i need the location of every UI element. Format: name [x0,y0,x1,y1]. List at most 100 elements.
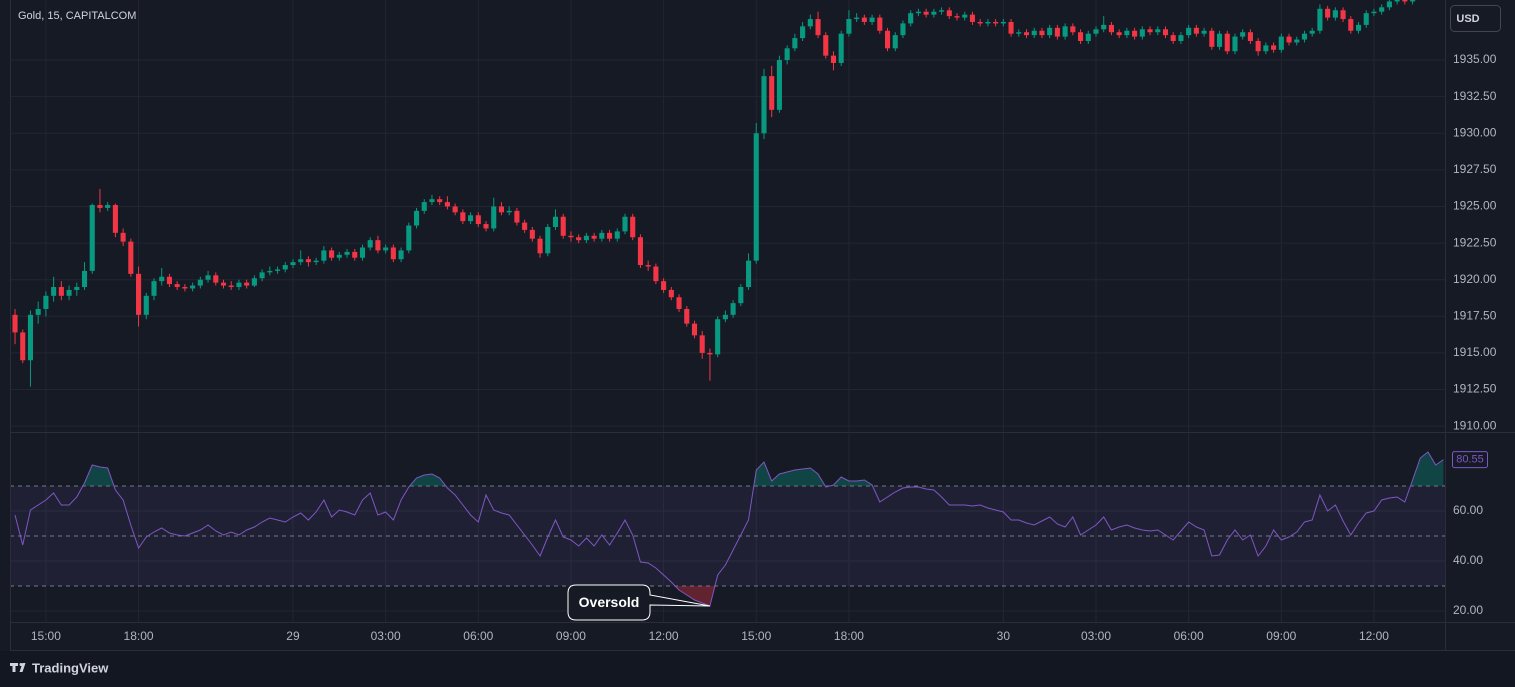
x-tick-label: 15:00 [741,629,771,643]
candle-body [630,216,636,238]
candle-body [552,216,559,227]
candle-body [1085,33,1091,42]
candle-body [684,308,690,324]
candle-body [1355,24,1362,31]
y-tick-label: 1930.00 [1453,125,1497,139]
currency-button[interactable] [1450,5,1501,32]
candle-body [761,76,767,134]
x-tick-label: 12:00 [649,629,679,643]
candle-body [877,17,883,31]
candle-body [854,17,860,20]
candle-body [614,231,620,239]
candle-body [985,21,991,24]
candle-body [954,16,960,18]
candle-body [977,21,983,24]
x-tick-label: 03:00 [371,629,401,643]
candle-body [691,323,698,336]
x-tick-label: 12:00 [1359,629,1389,643]
candle-body [607,232,613,239]
candle-body [537,238,543,254]
candle-body [35,308,41,315]
price-pane [12,0,1416,387]
candle-body [838,33,844,63]
candle-body [939,10,945,12]
candle-body [475,215,481,225]
candle-body [12,314,18,333]
candle-body [1155,29,1161,33]
annotation-callout [567,584,711,621]
candle-body [707,352,713,355]
candle-body [367,240,373,248]
candle-body [1232,36,1238,52]
candle-body [545,226,551,254]
candle-body [58,287,64,296]
candle-body [1023,32,1030,36]
axes: 15:00 18:00 29 03:00 06:00 09:00 12:00 15:00 18:… [31,52,1497,643]
candle-body [483,224,489,229]
y-tick-label: 1935.00 [1453,52,1497,66]
candle-body [20,332,26,361]
candle-body [352,251,358,258]
candle-body [1348,19,1354,31]
candle-body [81,270,88,288]
candle-body [1016,32,1022,34]
candle-body [1201,30,1207,34]
candle-body [406,225,412,251]
candle-body [1286,36,1292,43]
candle-body [1101,24,1107,30]
candle-body [174,284,180,288]
candle-body [383,247,389,251]
candle-body [452,206,458,213]
candle-body [1093,29,1099,34]
currency-label[interactable]: USD [1456,13,1479,25]
candle-body [869,17,875,22]
candle-body [1363,13,1369,25]
candle-body [892,35,898,49]
candle-body [120,232,126,242]
candle-body [282,265,288,270]
candle-body [1031,30,1037,36]
x-tick-label: 06:00 [463,629,493,643]
rsi-pane [10,451,1445,607]
candle-body [1186,27,1192,36]
candle-body [1255,41,1261,52]
x-tick-label: 03:00 [1081,629,1111,643]
candle-body [1240,32,1246,37]
candle-body [915,11,921,14]
x-tick-label: 18:00 [834,629,864,643]
y-tick-label: 1932.50 [1453,89,1497,103]
candle-body [823,35,829,56]
candle-body [1047,27,1053,36]
candle-body [583,235,589,241]
candle-body [776,60,782,110]
candle-body [97,205,103,208]
candle-body [274,269,281,271]
candle-body [1216,33,1223,47]
candle-body [1294,39,1300,43]
candle-body [1178,35,1184,42]
candle-body [969,14,976,22]
candle-body [43,295,49,309]
y-tick-label: 40.00 [1453,553,1483,567]
candle-body [1078,32,1084,42]
candle-body [1371,11,1377,14]
candle-body [136,273,142,315]
candle-body [1147,29,1153,33]
y-tick-label: 1920.00 [1453,272,1497,286]
y-tick-label: 1912.50 [1453,382,1497,396]
candle-body [143,295,149,315]
candle-body [1410,0,1416,2]
candle-body [884,30,891,49]
candle-body [668,289,674,298]
candle-body [1062,26,1068,37]
brand-icon-dot [19,663,23,666]
candle-body [1070,26,1076,33]
candle-body [251,278,257,286]
candle-body [645,265,651,267]
candle-body [298,259,304,263]
candle-body [676,297,682,309]
candle-body [769,76,775,110]
brand-icon [10,663,26,672]
